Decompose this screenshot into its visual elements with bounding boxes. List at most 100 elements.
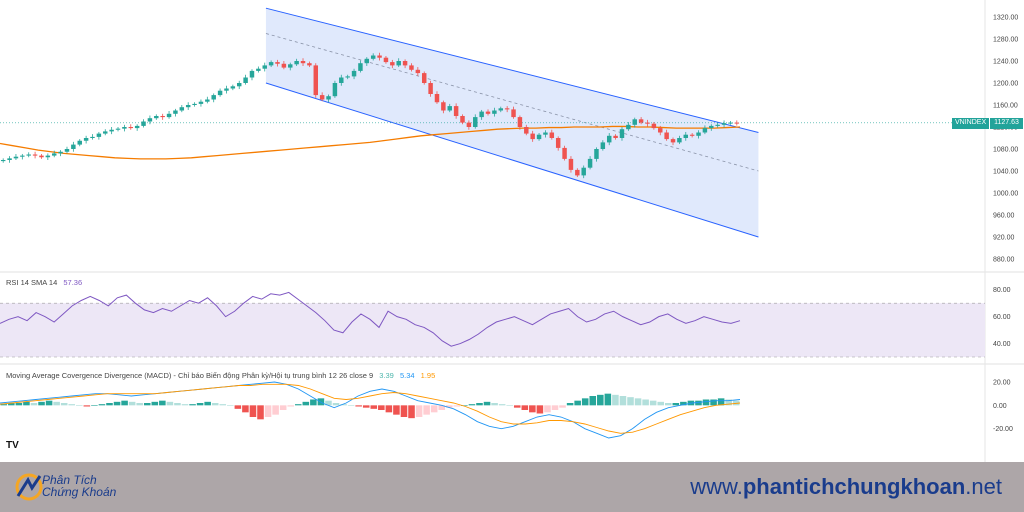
candle-body (734, 122, 740, 124)
macd-histogram-bar (468, 404, 476, 406)
moving-average-line (0, 125, 741, 160)
candle-body (594, 149, 599, 159)
chart-area[interactable]: 1320.001280.001240.001200.001160.001120.… (0, 0, 1024, 462)
price-tick-label: 1080.00 (993, 147, 1018, 154)
brand-line-2: Chứng Khoán (42, 485, 117, 499)
macd-histogram-bar (30, 403, 38, 406)
macd-histogram-bar (227, 405, 234, 406)
macd-histogram-bar (128, 401, 136, 406)
macd-histogram-bar (476, 403, 483, 406)
candle-body (421, 73, 427, 83)
candle-body (109, 129, 114, 132)
macd-histogram-bar (38, 401, 45, 406)
macd-label: Moving Average Covergence Divergence (MA… (6, 371, 435, 380)
rsi-line (0, 291, 741, 347)
candle-body (370, 55, 376, 59)
candle-body (473, 117, 478, 127)
candle-body (460, 116, 465, 123)
macd-histogram-bar (634, 398, 642, 406)
macd-histogram-bar (264, 405, 272, 417)
candle-body (721, 123, 727, 125)
macd-histogram-bar (159, 400, 166, 406)
brand-logo[interactable] (12, 470, 122, 506)
brand-name: Phân Tích Chứng Khoán (42, 474, 116, 498)
macd-histogram-bar (378, 405, 385, 410)
macd-histogram-bar (408, 405, 415, 419)
macd-histogram-bar (612, 394, 619, 406)
candle-body (364, 58, 370, 64)
candle-body (543, 132, 548, 135)
macd-histogram-bar (664, 403, 672, 406)
macd-histogram-bar (15, 403, 23, 406)
candle-body (141, 121, 146, 126)
macd-histogram-bar (566, 403, 574, 406)
candle-body (154, 116, 159, 119)
macd-title: Moving Average Covergence Divergence (MA… (6, 371, 374, 380)
candle-body (696, 132, 701, 136)
macd-histogram-bar (83, 405, 91, 407)
macd-histogram-bar (702, 399, 710, 406)
url-domain: phantichchungkhoan (742, 474, 966, 499)
candle-body (485, 111, 491, 114)
candle-body (383, 57, 389, 63)
macd-histogram-bar (189, 404, 196, 406)
price-tag-value: 1127.63 (989, 118, 1023, 129)
candle-body (307, 63, 312, 66)
macd-histogram-bar (181, 404, 189, 406)
macd-histogram-bar (619, 396, 627, 406)
macd-histogram-bar (385, 405, 393, 413)
candle-body (288, 64, 293, 68)
candle-body (211, 95, 216, 100)
candle-body (90, 136, 95, 138)
macd-histogram-bar (589, 396, 597, 406)
chart-svg[interactable]: 1320.001280.001240.001200.001160.001120.… (0, 0, 1024, 462)
candle-body (587, 158, 593, 168)
candle-body (236, 83, 242, 87)
site-url-link[interactable]: www.phantichchungkhoan.net (690, 474, 1002, 500)
macd-hist-value: 3.39 (379, 371, 394, 380)
candle-body (613, 135, 618, 138)
price-tick-label: 1200.00 (993, 81, 1018, 88)
price-tick-label: 1040.00 (993, 169, 1018, 176)
candle-body (351, 70, 357, 77)
candle-body (396, 61, 401, 66)
price-tick-label: 1280.00 (993, 37, 1018, 44)
candle-body (294, 61, 299, 65)
regression-channel-fill (265, 8, 759, 238)
rsi-title: RSI 14 SMA 14 (6, 278, 58, 287)
macd-histogram-bar (234, 405, 242, 409)
macd-histogram-bar (657, 401, 664, 406)
macd-line-value: 5.34 (399, 371, 415, 380)
candle-body (434, 94, 440, 103)
candle-body (179, 107, 185, 111)
candle-body (390, 62, 395, 66)
candle-body (134, 125, 140, 129)
tradingview-logo: TV (6, 440, 19, 451)
macd-histogram-bar (725, 399, 732, 406)
macd-histogram-bar (0, 404, 8, 406)
candle-body (224, 88, 229, 91)
candle-body (536, 134, 542, 140)
macd-histogram-bar (574, 400, 581, 406)
macd-histogram-bar (310, 399, 317, 406)
price-tick-label: 1240.00 (993, 59, 1018, 66)
candle-body (64, 149, 70, 152)
macd-histogram-bar (302, 401, 310, 406)
macd-histogram-bar (551, 405, 559, 410)
macd-histogram-bar (143, 403, 151, 406)
candle-body (71, 144, 76, 149)
candle-body (479, 111, 484, 118)
candle-body (568, 158, 574, 170)
price-tick-label: 1320.00 (993, 15, 1018, 22)
rsi-label: RSI 14 SMA 14 57.36 (6, 278, 82, 287)
macd-signal-line (0, 383, 741, 434)
macd-histogram-bar (121, 400, 128, 406)
candle-body (728, 122, 733, 124)
candle-body (562, 147, 567, 159)
candle-body (7, 158, 12, 160)
macd-histogram-bar (506, 405, 513, 406)
candle-body (677, 138, 682, 143)
macd-histogram-bar (446, 405, 453, 408)
macd-histogram-bar (513, 405, 521, 408)
macd-histogram-bar (544, 405, 551, 413)
